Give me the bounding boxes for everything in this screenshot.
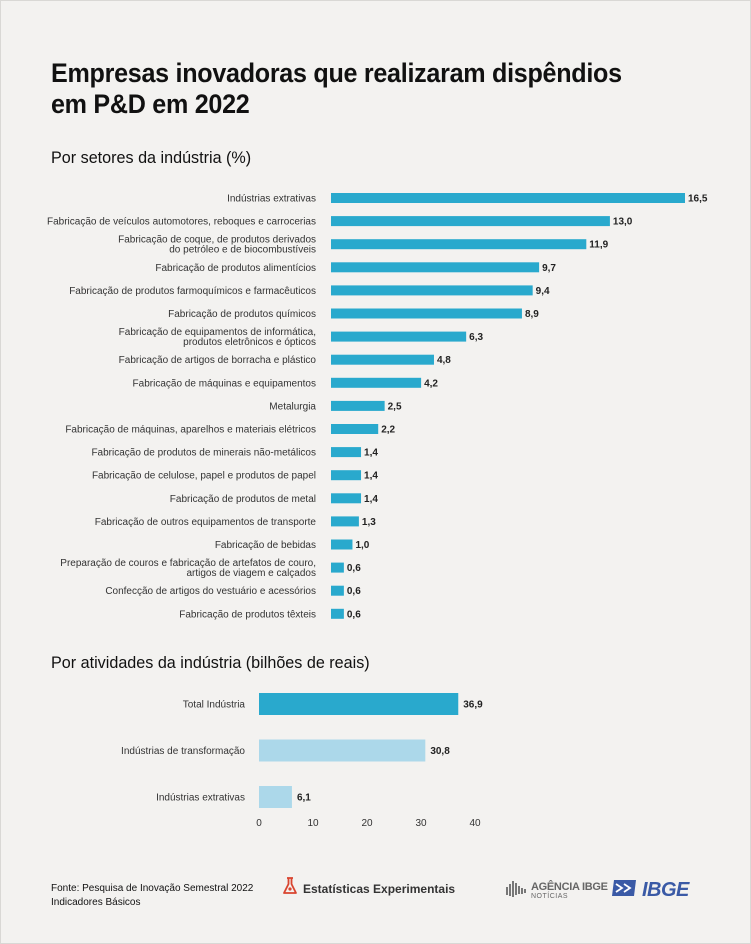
activity-value-label: 6,1 — [297, 793, 311, 804]
page-title: Empresas inovadoras que realizaram dispê… — [51, 58, 622, 119]
sector-label: Fabricação de produtos alimentícios — [155, 263, 316, 274]
ibge-symbol-icon — [610, 878, 638, 903]
sector-bar — [331, 377, 422, 388]
sector-value-label: 0,6 — [347, 563, 361, 574]
sector-label: Fabricação de produtos têxteis — [179, 609, 316, 620]
sector-label: Fabricação de produtos de metal — [170, 494, 316, 505]
sector-value-label: 0,6 — [347, 586, 361, 597]
sector-label: Fabricação de coque, de produtos derivad… — [118, 235, 316, 246]
sector-bar — [331, 470, 362, 481]
sector-bar — [331, 608, 344, 619]
x-tick-label: 40 — [469, 818, 481, 829]
sector-value-label: 6,3 — [469, 332, 483, 343]
sector-label: Fabricação de equipamentos de informátic… — [119, 327, 316, 338]
agencia-bars-icon — [505, 879, 527, 904]
sector-bar — [331, 516, 359, 527]
sector-value-label: 4,2 — [424, 378, 438, 389]
sector-label: Fabricação de máquinas e equipamentos — [133, 378, 316, 389]
activity-bar — [259, 739, 426, 762]
sector-bar — [331, 216, 610, 227]
sector-value-label: 1,3 — [362, 517, 376, 528]
sector-value-label: 16,5 — [688, 194, 708, 205]
sector-value-label: 0,6 — [347, 609, 361, 620]
sector-value-label: 1,4 — [364, 448, 378, 459]
sector-label: Metalurgia — [269, 401, 316, 412]
sector-value-label: 13,0 — [613, 217, 633, 228]
sector-value-label: 9,4 — [536, 286, 550, 297]
sector-value-label: 9,7 — [542, 263, 556, 274]
sector-label: Fabricação de outros equipamentos de tra… — [95, 517, 317, 528]
sector-label: Fabricação de máquinas, aparelhos e mate… — [65, 425, 316, 436]
source-note: Fonte: Pesquisa de Inovação Semestral 20… — [51, 882, 253, 910]
sector-label: Preparação de couros e fabricação de art… — [60, 558, 316, 569]
sector-value-label: 1,0 — [355, 540, 369, 551]
sector-bar — [331, 447, 362, 458]
sector-label: Fabricação de bebidas — [215, 540, 316, 551]
sector-bar — [331, 308, 522, 319]
agencia-noticias-text: NOTÍCIAS — [531, 892, 569, 900]
activity-label: Total Indústria — [183, 700, 246, 711]
sector-value-label: 1,4 — [364, 471, 378, 482]
section-title-sectors: Por setores da indústria (%) — [51, 148, 252, 167]
sector-bar — [331, 539, 353, 550]
sector-label: Fabricação de veículos automotores, rebo… — [47, 217, 316, 228]
sector-label: Fabricação de celulose, papel e produtos… — [92, 471, 316, 482]
activity-bar — [259, 786, 292, 808]
activity-label: Indústrias extrativas — [156, 793, 245, 804]
sector-bar — [331, 354, 434, 365]
sector-value-label: 11,9 — [589, 240, 608, 251]
sector-label: Fabricação de produtos de minerais não-m… — [91, 448, 316, 459]
section-title-activities: Por atividades da indústria (bilhões de … — [51, 653, 370, 672]
sector-bar — [331, 262, 540, 273]
sector-value-label: 2,5 — [388, 401, 402, 412]
sector-bar — [331, 493, 362, 504]
source-line-1: Fonte: Pesquisa de Inovação Semestral 20… — [51, 883, 254, 894]
flask-icon — [283, 877, 297, 900]
ibge-wordmark: IBGE — [642, 879, 689, 901]
x-tick-label: 0 — [256, 818, 262, 829]
x-tick-label: 10 — [307, 818, 319, 829]
sector-value-label: 8,9 — [525, 309, 539, 320]
activity-label: Indústrias de transformação — [121, 746, 245, 757]
sector-label: Indústrias extrativas — [227, 194, 316, 205]
sector-label: Fabricação de produtos farmoquímicos e f… — [69, 286, 316, 297]
x-tick-label: 30 — [415, 818, 427, 829]
activity-value-label: 30,8 — [430, 746, 450, 757]
sector-bar — [331, 424, 379, 434]
sector-bar — [331, 285, 533, 296]
sector-label: artigos de viagem e calçados — [186, 568, 316, 579]
sector-label: Fabricação de artigos de borracha e plás… — [119, 355, 317, 366]
sector-label: produtos eletrônicos e ópticos — [183, 337, 316, 348]
agencia-ibge-text: AGÊNCIA IBGE — [531, 880, 608, 893]
ibge-logo: IBGE — [610, 878, 689, 903]
sector-bar — [331, 239, 587, 250]
estatisticas-experimentais-logo: Estatísticas Experimentais — [283, 877, 455, 900]
sector-bar — [331, 193, 685, 203]
sector-value-label: 1,4 — [364, 494, 378, 505]
sector-bar — [331, 585, 344, 596]
sector-value-label: 4,8 — [437, 355, 451, 366]
sector-value-label: 2,2 — [381, 425, 395, 436]
sector-label: Confecção de artigos do vestuário e aces… — [105, 586, 316, 597]
sector-bar — [331, 331, 467, 342]
activity-bar — [259, 693, 459, 715]
sector-label: Fabricação de produtos químicos — [168, 309, 316, 320]
sector-bar — [331, 400, 385, 411]
source-line-2: Indicadores Básicos — [51, 897, 141, 908]
sector-bar — [331, 562, 344, 573]
activity-value-label: 36,9 — [463, 700, 483, 711]
estatisticas-experimentais-text: Estatísticas Experimentais — [303, 881, 456, 896]
agencia-ibge-logo: AGÊNCIA IBGE NOTÍCIAS — [505, 879, 608, 904]
sector-label: do petróleo e de biocombustíveis — [169, 245, 316, 256]
x-tick-label: 20 — [361, 818, 373, 829]
